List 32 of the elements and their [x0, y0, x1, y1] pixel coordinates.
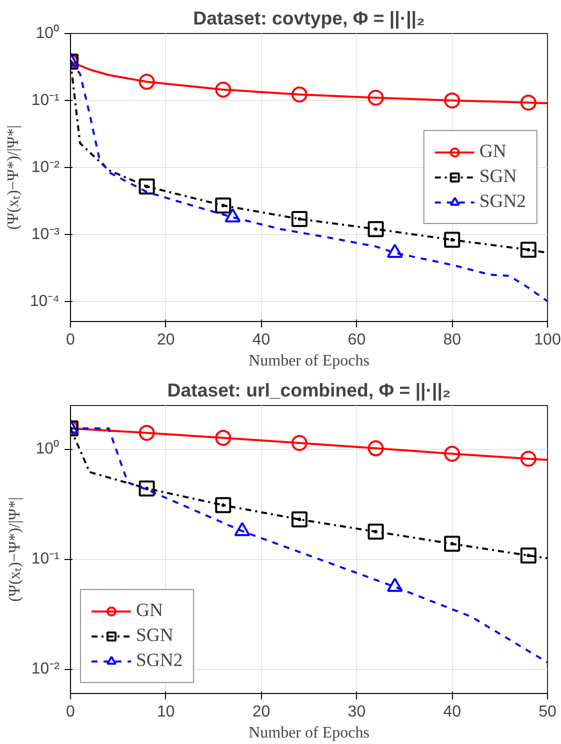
y-axis-title: (Ψ(xₜ)−Ψ*)/|Ψ*| [4, 125, 22, 230]
x-tick-label: 40 [252, 332, 270, 348]
chart-title: Dataset: covtype, Φ = ||·||₂ [193, 8, 425, 30]
x-tick-label: 60 [348, 332, 366, 348]
x-tick-label: 100 [534, 332, 561, 348]
y-tick-label: 10⁻³ [31, 226, 60, 243]
y-tick-label: 10⁻² [31, 158, 60, 176]
x-tick-label: 80 [443, 332, 462, 348]
x-tick-label: 20 [252, 704, 270, 720]
x-tick-label: 20 [157, 332, 175, 348]
x-axis-title: Number of Epochs [248, 724, 370, 742]
y-tick-label: 10⁻⁴ [30, 292, 60, 310]
x-tick-label: 50 [538, 704, 556, 720]
x-tick-label: 40 [443, 704, 462, 720]
y-tick-label: 10⁻² [31, 660, 60, 678]
y-axis-title: (Ψ(xₜ)−Ψ*)/|Ψ*| [6, 497, 24, 602]
x-tick-label: 0 [66, 704, 76, 720]
y-tick-label: 10⁻¹ [31, 550, 60, 568]
chart-title: Dataset: url_combined, Φ = ||·||₂ [167, 380, 451, 402]
x-tick-label: 10 [157, 704, 175, 720]
y-tick-label: 10⁻¹ [31, 92, 60, 109]
y-tick-label: 10⁰ [36, 440, 60, 458]
legend-label: SGN2 [136, 650, 183, 672]
legend-label: SGN [479, 166, 517, 188]
legend-label: GN [479, 141, 506, 163]
legend-label: SGN2 [479, 191, 526, 213]
x-tick-label: 0 [66, 332, 76, 348]
x-axis-title: Number of Epochs [248, 352, 370, 370]
y-tick-label: 10⁰ [36, 24, 60, 42]
legend-label: GN [136, 600, 163, 622]
legend-label: SGN [136, 625, 174, 647]
x-tick-label: 30 [348, 704, 366, 720]
